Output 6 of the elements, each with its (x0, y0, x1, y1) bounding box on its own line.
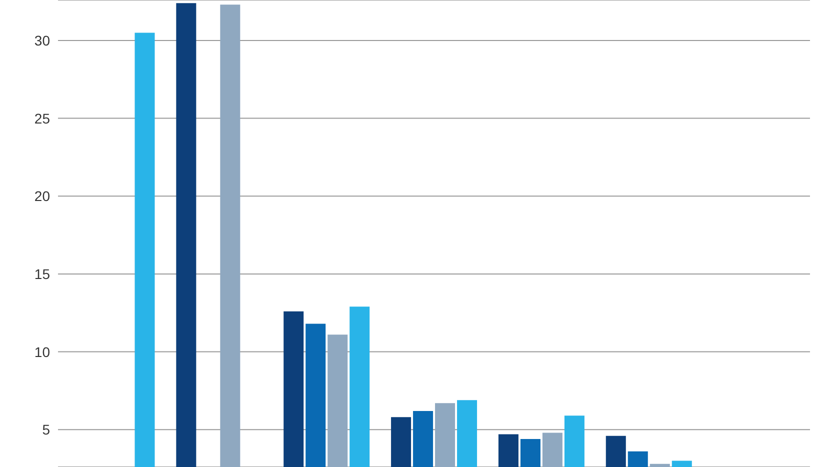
y-tick-label: 10 (34, 344, 50, 360)
y-tick-label: 5 (42, 422, 50, 438)
y-tick-label: 20 (34, 188, 50, 204)
y-tick-label: 15 (34, 266, 50, 282)
y-tick-label: 25 (34, 110, 50, 126)
y-tick-label: 30 (34, 32, 50, 48)
